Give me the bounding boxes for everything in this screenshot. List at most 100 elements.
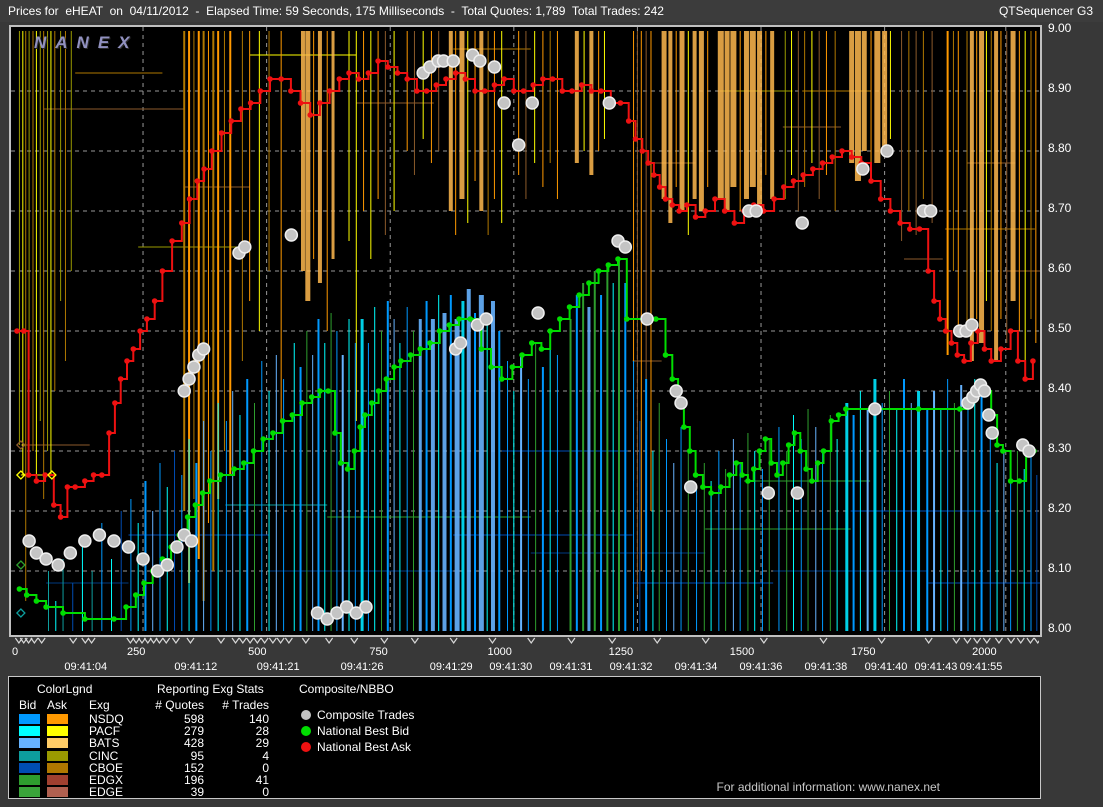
axis-caret — [137, 637, 146, 645]
axis-caret — [653, 637, 662, 645]
axis-caret — [963, 637, 972, 645]
axis-caret — [155, 637, 164, 645]
exchange-name: PACF — [89, 724, 121, 739]
y-axis-price-label: 8.60 — [1048, 261, 1072, 275]
nbb-marker — [956, 406, 963, 412]
price-chart-canvas[interactable] — [11, 27, 1040, 635]
nbb-marker — [538, 346, 545, 352]
composite-trade-marker — [965, 318, 979, 332]
axis-caret — [186, 637, 195, 645]
nba-marker — [877, 196, 884, 202]
composite-trade-marker — [121, 540, 136, 554]
nbb-marker — [557, 316, 563, 322]
nbb-marker — [762, 436, 769, 442]
nbb-marker — [478, 346, 485, 352]
composite-trade-marker — [880, 144, 894, 158]
composite-trade-marker — [1022, 444, 1036, 458]
nba-marker — [549, 76, 556, 82]
y-axis-price-label: 8.30 — [1048, 441, 1072, 455]
y-axis-price-labels: 9.00 8.90 8.80 8.70 8.60 8.50 8.40 8.30 8.20 8.10… — [1048, 21, 1100, 641]
nbb-marker — [332, 430, 338, 436]
nba-marker — [954, 352, 961, 358]
nba-marker — [144, 316, 150, 322]
nba-marker — [33, 478, 40, 484]
nbb-marker — [357, 424, 363, 430]
nbb-marker — [797, 448, 804, 454]
nba-marker — [169, 238, 175, 244]
composite-trade-marker — [479, 312, 493, 326]
national-best-bid-line — [19, 258, 1034, 620]
nbb-marker — [605, 262, 612, 268]
x-axis-time-label: 09:41:36 — [739, 661, 783, 673]
nbbo-legend-label: National Best Ask — [317, 740, 412, 754]
nba-marker — [186, 196, 193, 202]
axis-caret — [149, 637, 158, 645]
nbb-marker — [362, 412, 368, 418]
nbb-marker — [726, 472, 733, 478]
nba-marker — [64, 484, 71, 490]
ask-color-swatch — [47, 750, 68, 761]
nbb-marker — [566, 304, 573, 310]
composite-trade-marker — [761, 486, 776, 500]
nba-marker — [194, 178, 201, 184]
nba-marker — [771, 196, 777, 202]
nbb-marker — [417, 346, 424, 352]
nbb-marker — [828, 418, 835, 424]
nba-marker — [887, 208, 894, 214]
nba-marker — [669, 202, 676, 208]
nbb-marker — [653, 316, 659, 322]
nbbo-legend-label: Composite Trades — [317, 708, 415, 722]
exchange-name: CBOE — [89, 760, 124, 775]
nbb-marker — [586, 280, 592, 286]
nbb-marker — [270, 430, 276, 436]
nba-marker — [632, 136, 639, 142]
composite-trade-marker — [640, 312, 654, 326]
axis-caret — [276, 637, 285, 645]
nba-marker — [645, 160, 651, 166]
exchange-trade-count: 0 — [262, 760, 269, 775]
nbb-marker — [708, 490, 714, 496]
axis-caret — [380, 637, 389, 645]
nbb-marker — [351, 448, 358, 454]
nbb-marker — [192, 502, 199, 508]
nba-marker — [625, 118, 632, 124]
x-axis-tick-label: 750 — [369, 646, 388, 658]
nba-marker — [124, 358, 130, 364]
composite-trade-marker — [92, 528, 107, 542]
nba-marker — [90, 472, 97, 478]
nbb-marker — [260, 436, 267, 442]
nba-marker — [931, 298, 937, 304]
axis-caret — [350, 637, 359, 645]
nba-marker — [99, 472, 105, 478]
axis-caret — [253, 637, 262, 645]
nba-marker — [692, 214, 699, 220]
axis-caret — [982, 637, 991, 645]
app-name-label: QTSequencer G3 — [998, 4, 1093, 18]
composite-trade-marker — [359, 600, 373, 614]
nba-marker — [394, 70, 401, 76]
ask-color-swatch — [47, 726, 68, 737]
nba-marker — [51, 502, 57, 508]
nba-marker — [961, 358, 967, 364]
price-chart[interactable] — [9, 25, 1042, 637]
x-axis-time-label: 09:41:31 — [549, 661, 593, 673]
nanex-logo: NANEX — [34, 33, 139, 52]
x-axis-time-label: 09:41:34 — [674, 661, 718, 673]
nbb-marker — [383, 376, 390, 382]
axis-caret — [449, 637, 458, 645]
nba-marker — [472, 88, 478, 94]
nbb-marker — [733, 460, 740, 466]
nbbo-legend-dot — [301, 726, 311, 736]
nba-marker — [1015, 358, 1021, 364]
nbb-marker — [141, 580, 147, 586]
composite-trade-marker — [790, 486, 805, 500]
axis-caret — [567, 637, 576, 645]
nbb-marker — [820, 448, 827, 454]
nbb-marker — [519, 352, 525, 358]
exchange-trade-count: 41 — [255, 773, 269, 787]
composite-trade-marker — [856, 162, 870, 176]
x-axis-time-label: 09:41:12 — [174, 661, 218, 673]
nba-marker — [981, 346, 988, 352]
exchange-name: BATS — [89, 736, 120, 751]
y-axis-price-label: 8.10 — [1048, 561, 1072, 575]
